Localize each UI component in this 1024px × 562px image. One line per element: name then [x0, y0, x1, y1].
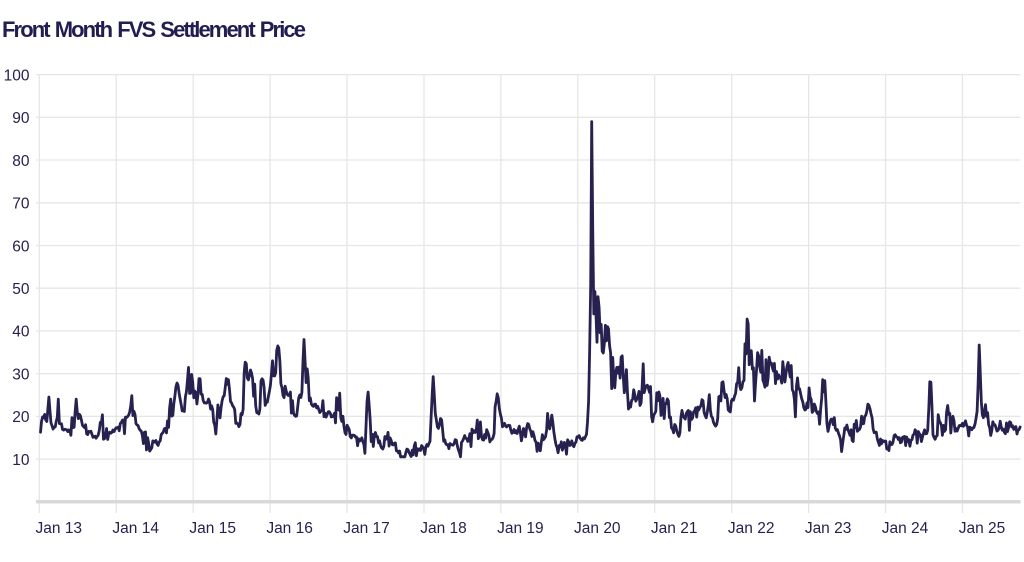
svg-text:Jan 21: Jan 21 — [651, 520, 698, 537]
svg-text:Jan 25: Jan 25 — [959, 520, 1006, 537]
svg-text:Jan 23: Jan 23 — [805, 520, 852, 537]
svg-text:70: 70 — [12, 196, 30, 213]
svg-text:30: 30 — [12, 366, 30, 383]
svg-text:90: 90 — [12, 110, 30, 127]
svg-text:Front Month FVS Settlement Pri: Front Month FVS Settlement Price — [2, 17, 306, 42]
svg-text:Jan 24: Jan 24 — [882, 520, 929, 537]
svg-text:Jan 15: Jan 15 — [189, 520, 236, 537]
svg-text:Jan 14: Jan 14 — [112, 520, 159, 537]
svg-text:Jan 13: Jan 13 — [36, 520, 83, 537]
svg-text:Jan 16: Jan 16 — [266, 520, 313, 537]
svg-text:20: 20 — [12, 409, 30, 426]
svg-text:Jan 18: Jan 18 — [420, 520, 467, 537]
svg-text:Jan 19: Jan 19 — [497, 520, 544, 537]
svg-text:80: 80 — [12, 153, 30, 170]
svg-text:60: 60 — [12, 238, 30, 255]
svg-text:100: 100 — [4, 67, 30, 84]
svg-text:Jan 22: Jan 22 — [728, 520, 775, 537]
svg-text:Jan 17: Jan 17 — [343, 520, 390, 537]
svg-text:50: 50 — [12, 281, 30, 298]
svg-text:Jan 20: Jan 20 — [574, 520, 621, 537]
svg-text:10: 10 — [12, 452, 30, 469]
svg-text:40: 40 — [12, 324, 30, 341]
